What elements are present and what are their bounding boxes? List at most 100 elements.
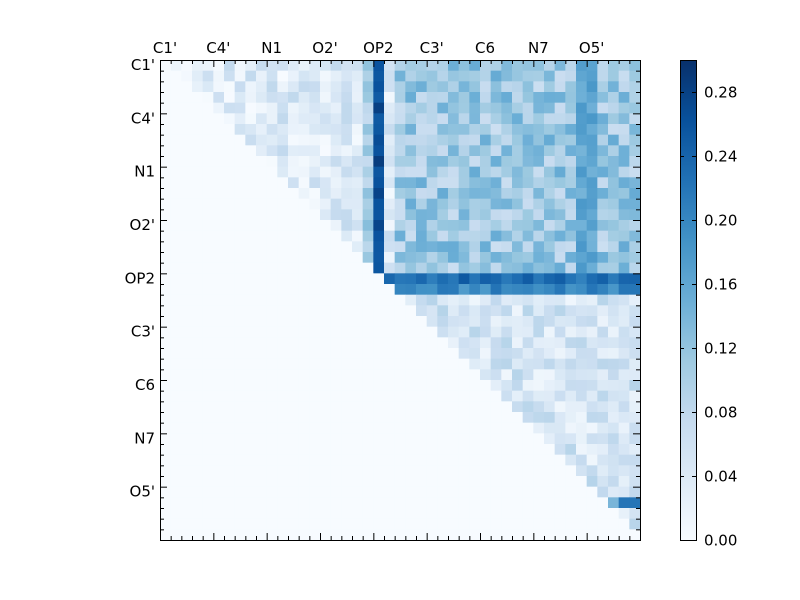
heatmap-cell	[394, 145, 406, 157]
heatmap-cell	[309, 102, 321, 114]
heatmap-cell	[170, 252, 182, 264]
heatmap-cell	[512, 262, 524, 274]
heatmap-cell	[586, 92, 598, 104]
heatmap-cell	[565, 518, 577, 530]
heatmap-cell	[288, 454, 300, 466]
heatmap-cell	[586, 198, 598, 210]
heatmap-cell	[256, 476, 268, 488]
heatmap-cell	[160, 369, 172, 381]
heatmap-cell	[618, 113, 630, 125]
heatmap-cell	[224, 358, 236, 370]
heatmap-cell	[512, 113, 524, 125]
heatmap-cell	[608, 518, 620, 530]
heatmap-cell	[501, 102, 513, 114]
heatmap-cell	[512, 81, 524, 93]
heatmap-cell	[458, 486, 470, 498]
heatmap-cell	[213, 81, 225, 93]
heatmap-cell	[160, 70, 172, 82]
heatmap-cell	[533, 156, 545, 168]
heatmap-cell	[490, 508, 502, 520]
heatmap-cell	[448, 220, 460, 232]
heatmap-cell	[266, 454, 278, 466]
heatmap-cell	[224, 70, 236, 82]
heatmap-cell	[629, 316, 641, 328]
heatmap-cell	[501, 60, 513, 72]
heatmap-cell	[266, 70, 278, 82]
heatmap-cell	[490, 433, 502, 445]
heatmap-cell	[288, 348, 300, 360]
heatmap-cell	[480, 412, 492, 424]
heatmap-cell	[384, 113, 396, 125]
heatmap-cell	[309, 497, 321, 509]
heatmap-cell	[448, 252, 460, 264]
heatmap-cell	[330, 92, 342, 104]
heatmap-cell	[629, 134, 641, 146]
heatmap-cell	[405, 209, 417, 221]
heatmap-cell	[448, 497, 460, 509]
heatmap-cell	[288, 433, 300, 445]
heatmap-cell	[309, 166, 321, 178]
heatmap-cell	[341, 92, 353, 104]
heatmap-cell	[480, 124, 492, 136]
heatmap-cell	[554, 102, 566, 114]
heatmap-cell	[576, 390, 588, 402]
heatmap-cell	[170, 262, 182, 274]
heatmap-cell	[341, 390, 353, 402]
heatmap-cell	[469, 230, 481, 242]
heatmap-cell	[277, 166, 289, 178]
heatmap-cell	[277, 92, 289, 104]
heatmap-cell	[234, 220, 246, 232]
heatmap-cell	[629, 348, 641, 360]
heatmap-cell	[394, 433, 406, 445]
heatmap-cell	[277, 273, 289, 285]
heatmap-cell	[533, 284, 545, 296]
heatmap-cell	[480, 358, 492, 370]
heatmap-cell	[629, 380, 641, 392]
heatmap-cell	[213, 444, 225, 456]
heatmap-cell	[565, 241, 577, 253]
heatmap-cell	[437, 70, 449, 82]
heatmap-cell	[160, 422, 172, 434]
heatmap-cell	[384, 497, 396, 509]
heatmap-cell	[298, 166, 310, 178]
heatmap-cell	[181, 433, 193, 445]
heatmap-cell	[618, 92, 630, 104]
heatmap-cell	[533, 113, 545, 125]
heatmap-cell	[245, 401, 257, 413]
heatmap-cell	[469, 220, 481, 232]
heatmap-cell	[160, 145, 172, 157]
heatmap-cell	[213, 102, 225, 114]
heatmap-cell	[586, 390, 598, 402]
heatmap-cell	[618, 465, 630, 477]
heatmap-cell	[522, 422, 534, 434]
heatmap-cell	[565, 508, 577, 520]
heatmap-cell	[501, 198, 513, 210]
heatmap-cell	[405, 102, 417, 114]
heatmap-cell	[320, 412, 332, 424]
heatmap-cell	[330, 134, 342, 146]
heatmap-cell	[501, 369, 513, 381]
heatmap-cell	[426, 102, 438, 114]
heatmap-cell	[224, 220, 236, 232]
heatmap-cell	[373, 252, 385, 264]
heatmap-cell	[522, 465, 534, 477]
heatmap-cell	[597, 422, 609, 434]
heatmap-cell	[170, 497, 182, 509]
heatmap-cell	[469, 337, 481, 349]
heatmap-cell	[202, 70, 214, 82]
heatmap-cell	[416, 230, 428, 242]
heatmap-cell	[533, 529, 545, 541]
heatmap-cell	[170, 81, 182, 93]
heatmap-cell	[629, 70, 641, 82]
heatmap-cell	[384, 465, 396, 477]
heatmap-cell	[576, 102, 588, 114]
heatmap-cell	[576, 124, 588, 136]
heatmap-cell	[544, 518, 556, 530]
heatmap-cell	[192, 508, 204, 520]
heatmap-cell	[384, 316, 396, 328]
heatmap-cell	[266, 497, 278, 509]
heatmap-cell	[426, 220, 438, 232]
colorbar-tick-label: 0.04	[704, 468, 737, 486]
heatmap-cell	[256, 209, 268, 221]
heatmap-cell	[565, 305, 577, 317]
